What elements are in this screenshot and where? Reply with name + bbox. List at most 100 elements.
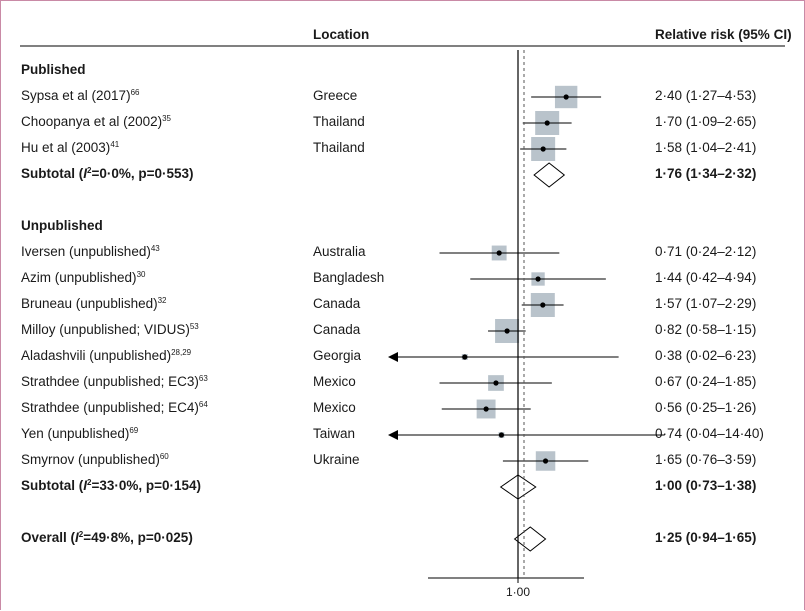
study-name-text: Aladashvili (unpublished) <box>21 348 172 363</box>
study-name: Yen (unpublished)69 <box>21 426 138 442</box>
study-name: Milloy (unpublished; VIDUS)53 <box>21 322 199 338</box>
subtotal-label-post: =0·0%, p=0·553) <box>91 166 194 181</box>
study-location: Thailand <box>313 114 365 129</box>
point-estimate <box>483 406 489 412</box>
study-name: Choopanya et al (2002)35 <box>21 114 171 130</box>
study-name: Hu et al (2003)41 <box>21 140 119 156</box>
study-location: Greece <box>313 88 358 103</box>
study-name: Aladashvili (unpublished)28,29 <box>21 348 191 364</box>
study-name: Bruneau (unpublished)32 <box>21 296 167 312</box>
study-effect: 1·65 (0·76–3·59) <box>655 452 757 467</box>
overall-label: Overall (I2=49·8%, p=0·025) <box>21 530 193 546</box>
overall-label-pre: Overall ( <box>21 530 76 545</box>
study-name-text: Iversen (unpublished) <box>21 244 151 259</box>
effect-header: Relative risk (95% CI) <box>655 27 792 42</box>
study-name-text: Sypsa et al (2017) <box>21 88 131 103</box>
study-effect: 0·74 (0·04–14·40) <box>655 426 764 441</box>
point-estimate <box>462 354 468 360</box>
point-estimate <box>542 458 549 464</box>
subtotal-effect: 1·76 (1·34–2·32) <box>655 166 757 181</box>
study-location: Mexico <box>313 400 356 415</box>
study-name-text: Milloy (unpublished; VIDUS) <box>21 322 190 337</box>
study-name-text: Bruneau (unpublished) <box>21 296 158 311</box>
study-effect: 1·44 (0·42–4·94) <box>655 270 757 285</box>
subtotal-label-i: I <box>83 478 88 493</box>
section-heading: Published <box>21 62 86 77</box>
study-location: Taiwan <box>313 426 356 441</box>
study-location: Ukraine <box>313 452 360 467</box>
point-estimate <box>493 380 499 386</box>
study-name: Iversen (unpublished)43 <box>21 244 160 260</box>
subtotal-label-sq: 2 <box>87 166 92 175</box>
study-reference: 30 <box>136 270 146 279</box>
ci-arrow <box>388 352 398 362</box>
point-estimate <box>540 146 546 152</box>
subtotal-label-post: =33·0%, p=0·154) <box>91 478 202 493</box>
study-reference: 60 <box>159 452 169 461</box>
study-name: Azim (unpublished)30 <box>21 270 145 286</box>
overall-effect: 1·25 (0·94–1·65) <box>655 530 757 545</box>
study-name-text: Hu et al (2003) <box>21 140 111 155</box>
study-name-text: Smyrnov (unpublished) <box>21 452 160 467</box>
study-reference: 41 <box>110 140 120 149</box>
study-name: Sypsa et al (2017)66 <box>21 88 139 104</box>
point-estimate <box>535 276 541 282</box>
study-name-text: Strathdee (unpublished; EC4) <box>21 400 199 415</box>
study-location: Georgia <box>313 348 362 363</box>
study-name: Strathdee (unpublished; EC3)63 <box>21 374 208 390</box>
subtotal-diamond <box>533 162 566 188</box>
ci-arrow <box>388 430 398 440</box>
study-reference: 32 <box>157 296 167 305</box>
x-tick-label: 1·00 <box>506 585 530 599</box>
overall-label-post: =49·8%, p=0·025) <box>83 530 193 545</box>
study-location: Australia <box>313 244 366 259</box>
subtotal-label-pre: Subtotal ( <box>21 166 84 181</box>
study-effect: 0·56 (0·25–1·26) <box>655 400 757 415</box>
study-effect: 2·40 (1·27–4·53) <box>655 88 757 103</box>
section-heading: Unpublished <box>21 218 103 233</box>
study-name: Strathdee (unpublished; EC4)64 <box>21 400 208 416</box>
study-location: Thailand <box>313 140 365 155</box>
study-effect: 0·38 (0·02–6·23) <box>655 348 757 363</box>
overall-diamond <box>513 526 547 552</box>
point-estimate <box>504 328 510 334</box>
point-estimate <box>540 302 546 308</box>
subtotal-label-sq: 2 <box>87 478 92 487</box>
study-reference: 35 <box>162 114 172 123</box>
overall-label-sq: 2 <box>78 530 84 539</box>
study-reference: 53 <box>189 322 199 331</box>
study-effect: 1·70 (1·09–2·65) <box>655 114 757 129</box>
study-name-text: Azim (unpublished) <box>21 270 137 285</box>
study-reference: 64 <box>198 400 208 409</box>
subtotal-effect: 1·00 (0·73–1·38) <box>655 478 757 493</box>
study-name-text: Strathdee (unpublished; EC3) <box>21 374 199 389</box>
study-effect: 0·67 (0·24–1·85) <box>655 374 757 389</box>
study-name-text: Choopanya et al (2002) <box>21 114 163 129</box>
study-name: Smyrnov (unpublished)60 <box>21 452 169 468</box>
study-effect: 1·58 (1·04–2·41) <box>655 140 757 155</box>
overall-label-i: I <box>75 530 79 545</box>
study-reference: 69 <box>129 426 139 435</box>
subtotal-label-i: I <box>83 166 88 181</box>
point-estimate <box>563 94 569 100</box>
study-reference: 63 <box>198 374 208 383</box>
point-estimate <box>544 120 550 126</box>
study-effect: 1·57 (1·07–2·29) <box>655 296 757 311</box>
study-location: Mexico <box>313 374 356 389</box>
study-reference: 66 <box>130 88 140 97</box>
study-location: Canada <box>313 296 361 311</box>
study-reference: 28,29 <box>171 348 192 357</box>
study-effect: 0·71 (0·24–2·12) <box>655 244 757 259</box>
subtotal-label: Subtotal (I2=0·0%, p=0·553) <box>21 166 194 182</box>
study-reference: 43 <box>150 244 160 253</box>
point-estimate <box>498 432 505 438</box>
study-effect: 0·82 (0·58–1·15) <box>655 322 757 337</box>
point-estimate <box>496 250 502 256</box>
study-location: Bangladesh <box>313 270 385 285</box>
location-header: Location <box>313 27 370 42</box>
subtotal-label-pre: Subtotal ( <box>21 478 84 493</box>
subtotal-label: Subtotal (I2=33·0%, p=0·154) <box>21 478 201 494</box>
study-name-text: Yen (unpublished) <box>21 426 130 441</box>
study-location: Canada <box>313 322 361 337</box>
